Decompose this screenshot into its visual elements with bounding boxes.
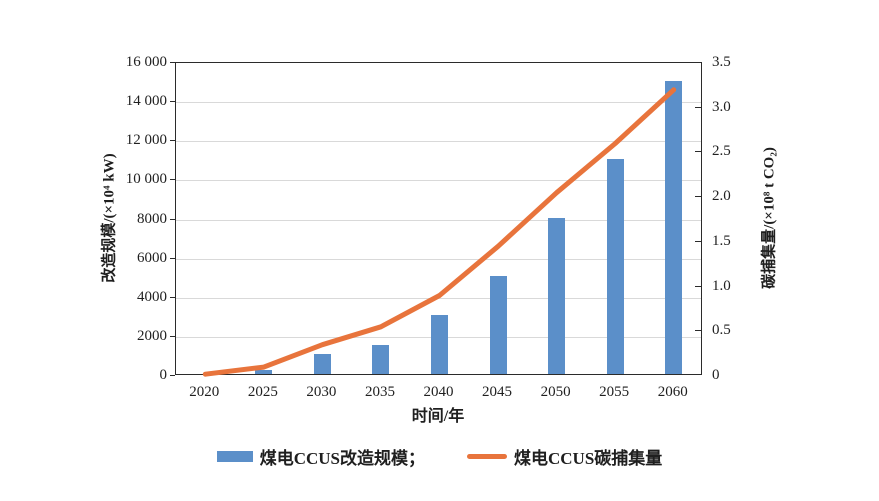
gridline xyxy=(176,258,701,260)
x-axis-title: 时间/年 xyxy=(411,408,465,425)
left-tick-mark xyxy=(170,335,175,337)
x-tick-label-2025: 2025 xyxy=(247,384,278,400)
right-tick-label: 2.5 xyxy=(712,143,731,160)
left-tick-label: 0 xyxy=(159,367,168,383)
bar-2035 xyxy=(372,344,390,374)
bar-2050 xyxy=(548,217,566,374)
left-tick-label: 8000 xyxy=(137,210,167,227)
right-tick-mark xyxy=(695,285,701,287)
left-tick-label: 10 000 xyxy=(125,171,167,188)
left-tick-mark xyxy=(170,257,175,259)
left-tick-label: 16 000 xyxy=(125,54,167,70)
gridline xyxy=(176,219,701,221)
bar-2040 xyxy=(431,315,448,374)
left-tick-mark xyxy=(170,101,175,103)
left-tick-mark xyxy=(170,375,175,376)
left-tick-mark xyxy=(170,140,175,142)
gridline xyxy=(176,180,701,182)
left-tick-mark xyxy=(170,296,175,298)
left-tick-label: 6000 xyxy=(137,249,167,266)
left-tick-label: 14 000 xyxy=(125,93,167,110)
gridline xyxy=(176,141,701,143)
right-tick-label: 1.0 xyxy=(712,277,731,294)
right-tick-mark xyxy=(695,330,701,332)
left-tick-mark xyxy=(170,179,175,181)
plot-area xyxy=(175,62,702,377)
right-tick-label: 0 xyxy=(712,367,720,383)
right-tick-label: 2.0 xyxy=(712,188,731,205)
left-tick-label: 12 000 xyxy=(125,132,167,149)
right-tick-label: 3.0 xyxy=(712,98,731,115)
left-tick-label: 2000 xyxy=(137,327,167,344)
legend-label-bar-series: 煤电CCUS改造规模； xyxy=(259,449,425,468)
right-tick-label: 1.5 xyxy=(712,232,731,249)
right-tick-mark xyxy=(695,240,701,242)
right-tick-label: 0.5 xyxy=(712,322,731,339)
bar-2060 xyxy=(665,80,683,374)
legend: 煤电CCUS改造规模； 煤电CCUS碳捕集量 xyxy=(0,444,879,469)
bar-2045 xyxy=(489,276,507,374)
legend-item-bar-series: 煤电CCUS改造规模； xyxy=(216,444,425,469)
x-tick-label-2030: 2030 xyxy=(306,384,337,400)
bar-2025 xyxy=(255,370,273,374)
x-tick-label-2035: 2035 xyxy=(364,384,395,400)
line-series-layer xyxy=(202,87,677,377)
legend-label-line-series: 煤电CCUS碳捕集量 xyxy=(514,449,663,468)
bar-swatch-icon xyxy=(216,451,253,462)
left-tick-label: 4000 xyxy=(137,288,167,305)
right-axis-title: 碳捕集量/(×10⁸ t CO₂) xyxy=(761,147,778,289)
x-tick-label-2040: 2040 xyxy=(423,384,454,400)
left-axis-title: 改造规模/(×10⁴ kW) xyxy=(101,153,118,283)
right-tick-mark xyxy=(695,106,701,108)
left-tick-mark xyxy=(170,62,175,63)
gridline xyxy=(176,102,701,104)
right-tick-label: 3.5 xyxy=(712,54,731,70)
bar-2055 xyxy=(606,158,624,374)
x-tick-label-2045: 2045 xyxy=(482,384,513,400)
x-tick-label-2020: 2020 xyxy=(189,384,220,400)
x-tick-label-2055: 2055 xyxy=(599,384,630,400)
line-swatch-icon xyxy=(467,454,507,459)
bar-2030 xyxy=(313,354,331,374)
left-tick-mark xyxy=(170,218,175,220)
line-series-path xyxy=(202,87,677,377)
legend-item-line-series: 煤电CCUS碳捕集量 xyxy=(467,444,662,469)
right-tick-mark xyxy=(695,196,701,198)
x-tick-label-2050: 2050 xyxy=(540,384,571,400)
right-tick-mark xyxy=(695,151,701,153)
x-tick-label-2060: 2060 xyxy=(657,384,688,400)
